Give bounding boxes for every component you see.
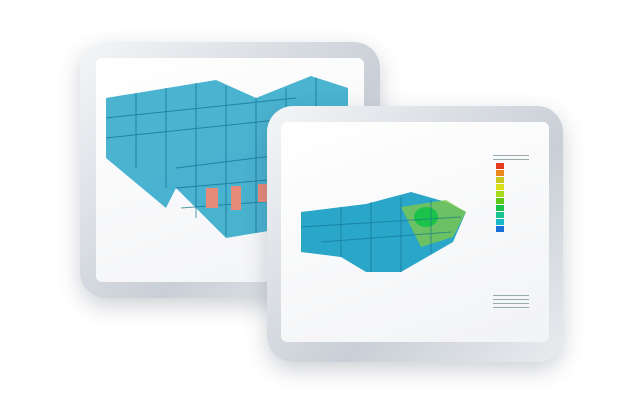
front-tablet — [267, 106, 563, 362]
front-tablet-screen — [281, 122, 549, 342]
contour-model-image — [300, 192, 466, 272]
contour-legend — [493, 152, 529, 342]
